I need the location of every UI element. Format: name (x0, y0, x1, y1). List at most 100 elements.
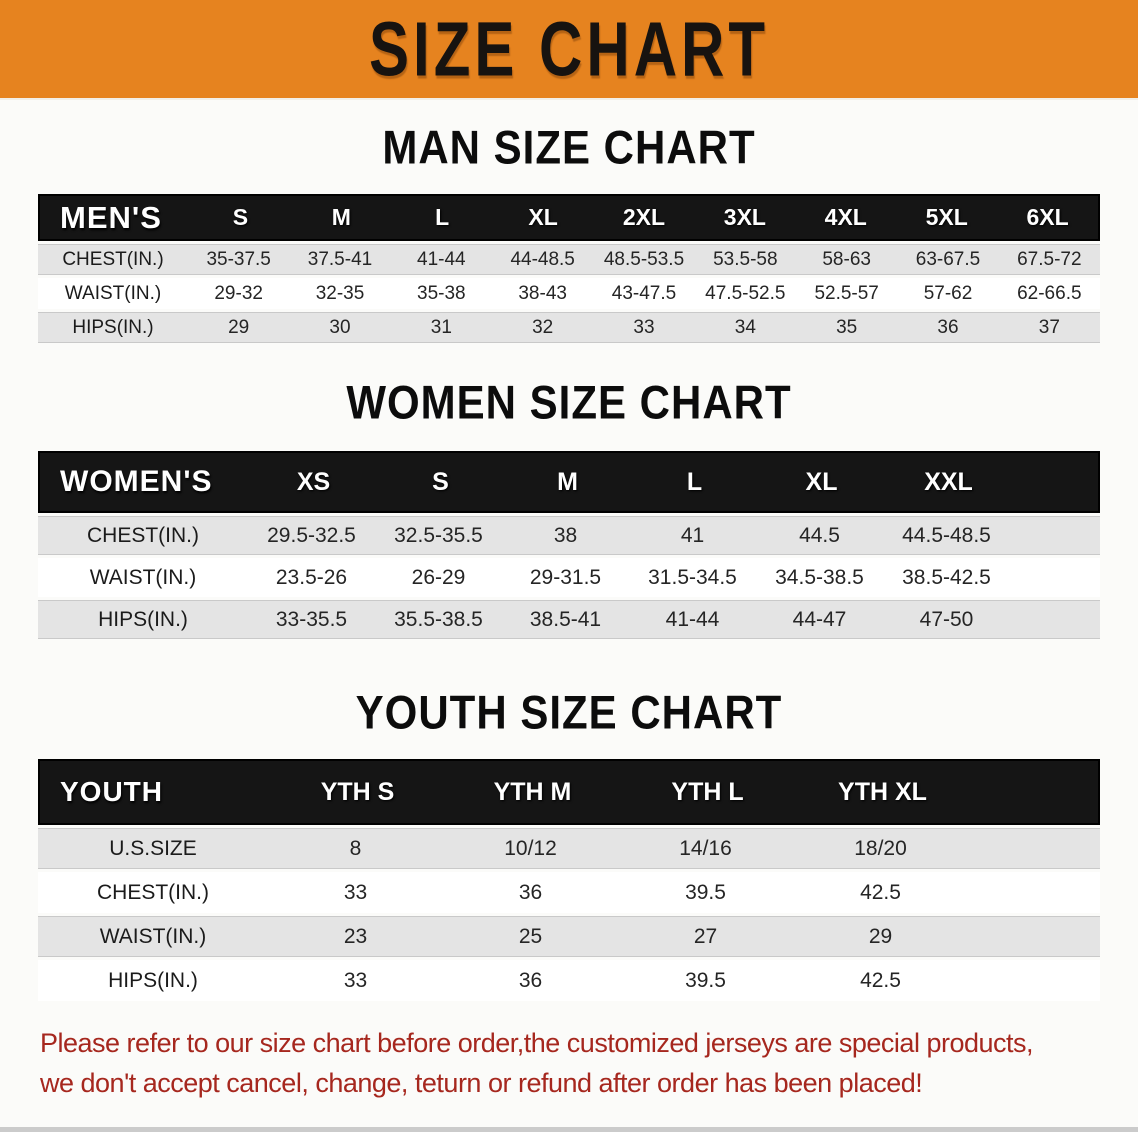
men-hips-in-value-l: 31 (430, 316, 452, 338)
youth-chest-in-value-yth-l: 39.5 (685, 880, 726, 904)
men-chest-in-value-l: 41-44 (417, 248, 466, 270)
women-waist-in-value-m: 29-31.5 (529, 565, 602, 589)
women-hips-in-value-xs: 33-35.5 (275, 607, 348, 631)
men-measure-label-waist-in: WAIST(IN.) (64, 282, 162, 304)
men-waist-in-value-3xl: 47.5-52.5 (705, 282, 786, 304)
women-hips-in-value-m: 38.5-41 (529, 607, 602, 631)
women-measure-label-chest-in: CHEST(IN.) (87, 523, 199, 547)
women-waist-in-value-l: 31.5-34.5 (648, 565, 737, 589)
women-table-header-row: WOMEN'S XS S M L XL XXL (38, 451, 1100, 513)
men-measure-label-hips-in: HIPS(IN.) (72, 316, 154, 338)
youth-row-u-s-size: U.S.SIZE 8 10/12 14/16 18/20 (38, 828, 1100, 869)
women-chest-in-value-l: 41 (680, 523, 705, 547)
men-column-header-m: M (331, 204, 351, 230)
youth-column-header-yth-l: YTH L (671, 777, 744, 806)
men-column-header-3xl: 3XL (723, 204, 766, 230)
disclaimer-text: Please refer to our size chart before or… (40, 1023, 1138, 1103)
men-hips-in-value-2xl: 33 (633, 316, 655, 338)
banner-title: SIZE CHART (369, 6, 769, 92)
women-section-heading: WOMEN SIZE CHART (346, 376, 792, 429)
youth-column-header-yth-m: YTH M (493, 777, 572, 806)
disclaimer-line-2: we don't accept cancel, change, teturn o… (40, 1068, 923, 1098)
men-chest-in-value-4xl: 58-63 (822, 248, 871, 270)
women-row-waist-in: WAIST(IN.) 23.5-26 26-29 29-31.5 31.5-34.5 34… (38, 558, 1100, 597)
men-chest-in-value-6xl: 67.5-72 (1017, 248, 1082, 270)
youth-measure-label-chest-in: CHEST(IN.) (97, 880, 209, 904)
size-chart-banner: SIZE CHART (0, 0, 1138, 100)
youth-waist-in-value-yth-m: 25 (518, 924, 543, 948)
youth-waist-in-value-yth-xl: 29 (868, 924, 893, 948)
women-column-header-xl: XL (805, 467, 838, 496)
man-section-heading: MAN SIZE CHART (382, 121, 756, 174)
men-hips-in-value-s: 29 (228, 316, 250, 338)
men-hips-in-value-xl: 32 (532, 316, 554, 338)
men-column-header-4xl: 4XL (824, 204, 867, 230)
youth-u-s-size-value-yth-l: 14/16 (679, 836, 732, 860)
mens-size-table: MEN'S S M L XL 2XL 3XL 4XL 5XL 6XL CHEST(IN.) 35-37… (38, 194, 1100, 343)
men-measure-label-chest-in: CHEST(IN.) (62, 248, 164, 270)
women-hips-in-value-xl: 44-47 (792, 607, 847, 631)
women-waist-in-value-xl: 34.5-38.5 (775, 565, 864, 589)
women-waist-in-value-xxl: 38.5-42.5 (902, 565, 991, 589)
men-hips-in-value-m: 30 (329, 316, 351, 338)
women-hips-in-value-s: 35.5-38.5 (394, 607, 483, 631)
men-chest-in-value-s: 35-37.5 (206, 248, 271, 270)
men-waist-in-value-4xl: 52.5-57 (814, 282, 879, 304)
youth-row-chest-in: CHEST(IN.) 33 36 39.5 42.5 (38, 872, 1100, 913)
youth-column-header-yth-xl: YTH XL (838, 777, 927, 806)
youth-group-label: YOUTH (60, 776, 163, 807)
youth-waist-in-value-yth-s: 23 (343, 924, 368, 948)
bottom-divider (0, 1127, 1138, 1132)
women-waist-in-value-s: 26-29 (411, 565, 466, 589)
men-waist-in-value-2xl: 43-47.5 (611, 282, 677, 304)
women-hips-in-value-xxl: 47-50 (919, 607, 974, 631)
youth-hips-in-value-yth-s: 33 (343, 968, 368, 992)
men-row-hips-in: HIPS(IN.) 29 30 31 32 33 34 35 36 37 (38, 312, 1100, 343)
youth-chest-in-value-yth-m: 36 (518, 880, 543, 904)
youth-measure-label-waist-in: WAIST(IN.) (99, 924, 207, 948)
men-row-waist-in: WAIST(IN.) 29-32 32-35 35-38 38-43 43-47.5 47.… (38, 278, 1100, 309)
men-chest-in-value-5xl: 63-67.5 (915, 248, 981, 270)
youth-u-s-size-value-yth-xl: 18/20 (854, 836, 907, 860)
youth-section-heading: YOUTH SIZE CHART (355, 686, 783, 739)
youth-size-table: YOUTH YTH S YTH M YTH L YTH XL U.S.SIZE 8 10/12… (38, 759, 1100, 1001)
women-column-header-xxl: XXL (924, 467, 973, 496)
youth-hips-in-value-yth-xl: 42.5 (860, 968, 901, 992)
youth-hips-in-value-yth-l: 39.5 (685, 968, 726, 992)
women-chest-in-value-xxl: 44.5-48.5 (902, 523, 991, 547)
women-chest-in-value-m: 38 (553, 523, 578, 547)
youth-hips-in-value-yth-m: 36 (518, 968, 543, 992)
men-hips-in-value-4xl: 35 (836, 316, 858, 338)
men-hips-in-value-3xl: 34 (734, 316, 756, 338)
men-waist-in-value-l: 35-38 (417, 282, 466, 304)
men-waist-in-value-6xl: 62-66.5 (1017, 282, 1082, 304)
women-chest-in-value-xl: 44.5 (799, 523, 840, 547)
disclaimer-line-1: Please refer to our size chart before or… (40, 1028, 1034, 1058)
men-chest-in-value-xl: 44-48.5 (510, 248, 575, 270)
youth-measure-label-u-s-size: U.S.SIZE (109, 836, 197, 860)
women-measure-label-waist-in: WAIST(IN.) (89, 565, 197, 589)
men-chest-in-value-m: 37.5-41 (307, 248, 373, 270)
men-column-header-2xl: 2XL (622, 204, 666, 230)
women-row-chest-in: CHEST(IN.) 29.5-32.5 32.5-35.5 38 41 44.5 44.5… (38, 516, 1100, 555)
women-measure-label-hips-in: HIPS(IN.) (98, 607, 188, 631)
youth-table-header-row: YOUTH YTH S YTH M YTH L YTH XL (38, 759, 1100, 825)
women-waist-in-value-xs: 23.5-26 (275, 565, 348, 589)
youth-row-hips-in: HIPS(IN.) 33 36 39.5 42.5 (38, 960, 1100, 1001)
men-hips-in-value-6xl: 37 (1038, 316, 1060, 338)
men-column-header-xl: XL (528, 204, 558, 230)
women-column-header-xs: XS (296, 467, 331, 496)
men-chest-in-value-3xl: 53.5-58 (713, 248, 778, 270)
womens-size-table: WOMEN'S XS S M L XL XXL CHEST(IN.) 29.5-32.5 32.5… (38, 451, 1100, 639)
men-column-header-6xl: 6XL (1026, 204, 1069, 230)
men-waist-in-value-xl: 38-43 (518, 282, 567, 304)
women-column-header-m: M (557, 467, 578, 496)
men-column-header-l: L (435, 204, 450, 230)
women-group-label: WOMEN'S (60, 465, 213, 498)
women-row-hips-in: HIPS(IN.) 33-35.5 35.5-38.5 38.5-41 41-44 44-… (38, 600, 1100, 639)
men-waist-in-value-5xl: 57-62 (923, 282, 973, 304)
youth-measure-label-hips-in: HIPS(IN.) (108, 968, 198, 992)
youth-u-s-size-value-yth-s: 8 (349, 836, 362, 860)
men-waist-in-value-m: 32-35 (315, 282, 365, 304)
